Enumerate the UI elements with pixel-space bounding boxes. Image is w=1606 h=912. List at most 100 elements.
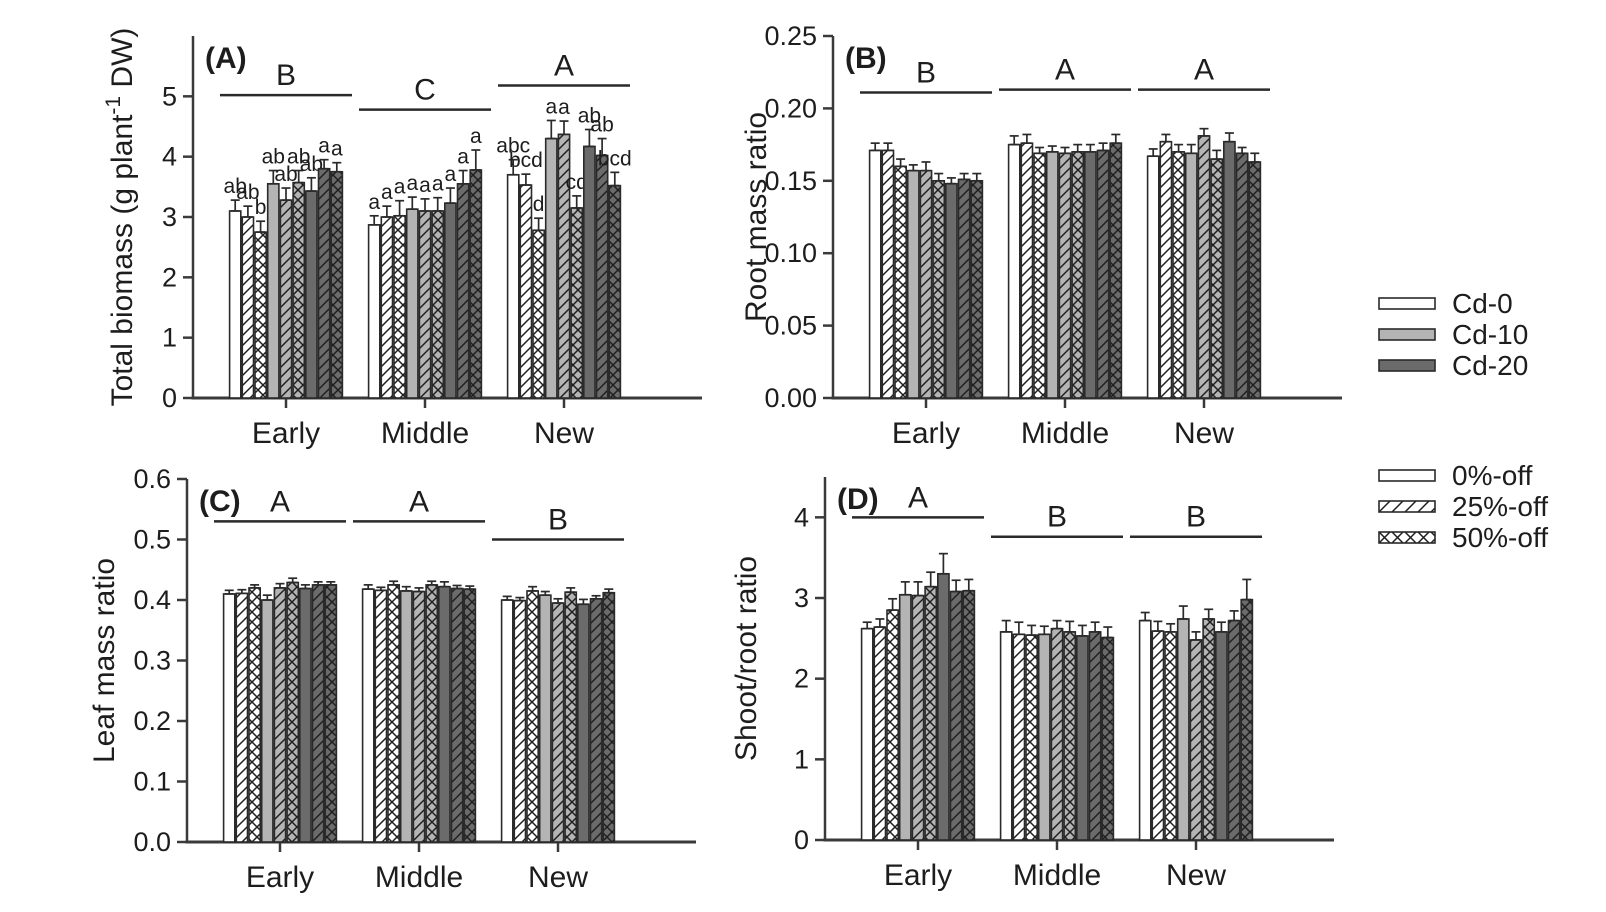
y-tick-label: 0.05 [764,311,817,341]
y-tick-label: 5 [162,81,177,111]
bar [304,190,318,399]
bar [443,202,457,399]
bar [273,587,287,843]
bar [1184,152,1198,399]
bar [1210,158,1224,399]
x-category-label: Middle [1013,859,1101,892]
bar-significance-letter: a [394,176,406,199]
bar [949,590,963,841]
bar [1164,631,1177,841]
bar [412,590,426,843]
group-significance-letter: A [270,485,290,518]
bar [898,593,912,841]
group-significance-letter: C [414,74,436,107]
bar [538,594,552,843]
bar-significance-letter: a [470,125,482,148]
bar [418,210,432,399]
bar [1050,627,1064,841]
legend-label-cd-20: Cd-20 [1452,349,1529,381]
x-category-label: Middle [381,417,469,450]
legend-entry-25pct-off: 25%-off [1378,491,1548,522]
panel-label: (A) [205,42,247,75]
y-tick-label: 0.15 [764,166,817,196]
bar [425,584,439,843]
bar [1222,140,1236,399]
bar [431,210,445,399]
bar-significance-letter: ab [236,181,259,204]
bar-significance-letter: a [381,181,393,204]
y-tick-label: 0.00 [764,383,817,413]
x-category-label: Middle [1021,417,1109,450]
bar [1138,619,1152,841]
bar [519,184,533,399]
legend-label-50pct-off: 50%-off [1452,521,1548,553]
group-significance-letter: B [548,504,568,537]
bar [1083,151,1097,399]
y-axis-title: Shoot/root ratio [730,556,763,761]
bar [330,170,344,399]
bar [1096,149,1110,399]
bar [1159,140,1173,399]
y-tick-label: 0.2 [133,706,171,736]
bar [576,603,590,843]
bar [1075,635,1089,841]
bar-significance-letter: a [558,96,570,119]
bar [1037,633,1051,841]
bar [589,597,603,843]
bar [367,224,381,399]
bar [399,590,413,843]
bar [1197,135,1211,399]
bar [463,588,477,843]
bar [286,581,300,843]
bar-significance-letter: a [368,191,380,214]
bar [919,169,933,399]
y-tick-label: 2 [794,664,809,694]
bar [906,169,920,399]
bar [944,182,958,399]
bar-significance-letter: d [533,193,545,216]
bar [582,145,596,399]
bar [932,180,946,399]
bar [1025,634,1038,841]
x-category-label: New [534,417,594,450]
y-tick-label: 0.25 [764,21,817,51]
bar [248,587,261,843]
group-significance-letter: A [1194,54,1214,87]
bar [957,178,971,399]
legend-cd: Cd-0 Cd-10 Cd-20 [1378,288,1528,381]
y-axis-title: Root mass ratio [740,112,773,322]
bar-significance-letter: a [318,135,330,158]
bar [1109,142,1123,399]
group-significance-letter: A [409,485,429,518]
bar [860,627,874,841]
legend-swatch-cd-10 [1378,328,1436,341]
bar [260,599,274,843]
y-tick-label: 0.5 [133,525,171,555]
group-significance-letter: A [554,49,574,82]
y-tick-label: 0.20 [764,93,817,123]
bar [1088,631,1102,841]
bar [513,599,527,843]
group-significance-letter: B [1186,501,1206,534]
bar [886,609,899,841]
bar-significance-letter: a [432,173,444,196]
bar [317,167,331,399]
bar [393,214,406,399]
bar [1045,151,1059,399]
bar [1058,152,1072,399]
y-axis-title: Leaf mass ratio [88,558,121,763]
group-significance-letter: A [1055,54,1075,87]
panel-label: (B) [845,42,887,75]
bar [564,591,578,843]
legend-swatch-cd-0 [1378,297,1436,310]
x-category-label: New [1166,859,1226,892]
bar-significance-letter: ab [300,153,323,176]
bar-significance-letter: a [406,172,418,195]
legend-swatch-25pct-off [1378,500,1436,513]
bar [911,594,925,841]
bar [551,602,565,843]
bar [292,181,306,399]
y-tick-label: 4 [162,142,177,172]
x-category-label: Middle [375,861,463,894]
